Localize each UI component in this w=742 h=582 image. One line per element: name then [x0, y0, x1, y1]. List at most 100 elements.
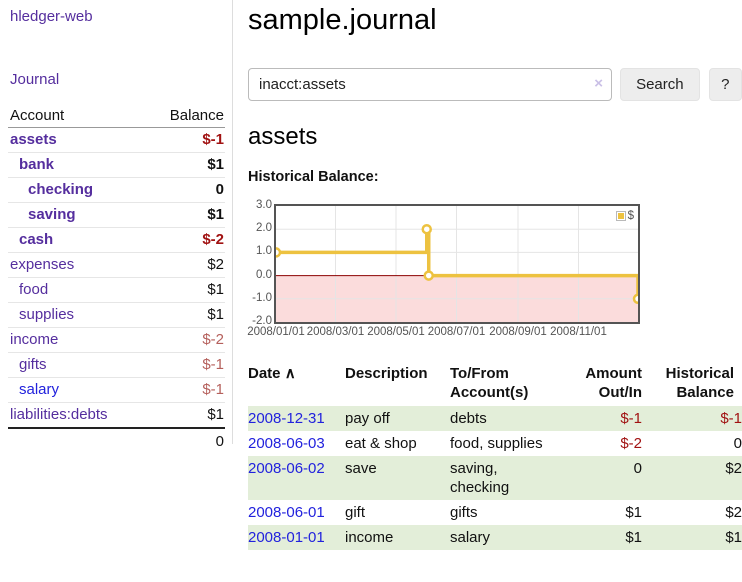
accounts-header-account: Account [8, 104, 146, 128]
account-row: checking 0 [8, 177, 225, 203]
historical-balance-chart: 3.0 2.0 1.0 0.0 -1.0 -2.0 $ 2008/01/01 2008/03… [247, 194, 742, 344]
register-row: 2008-12-31 pay off debts $-1 $-1 [248, 406, 742, 431]
txn-accounts: gifts [450, 504, 478, 521]
sidebar-account-link[interactable]: cash [19, 231, 54, 248]
account-balance: $1 [145, 202, 225, 228]
account-balance: $1 [145, 302, 225, 328]
col-balance: Historical Balance [665, 365, 734, 401]
brand-link[interactable]: hledger-web [10, 8, 93, 25]
txn-balance: 0 [733, 435, 742, 452]
register-header-row: Date ∧ Description To/From Account(s) Am… [248, 360, 742, 406]
account-row: assets $-1 [8, 128, 225, 153]
txn-accounts: debts [450, 410, 487, 427]
col-accounts: To/From Account(s) [450, 365, 529, 401]
accounts-total-row: 0 [8, 427, 225, 455]
account-balance: $-1 [145, 352, 225, 378]
account-row: liabilities:debts $1 [8, 402, 225, 428]
register-row: 2008-06-01 gift gifts $1 $2 [248, 500, 742, 525]
txn-accounts: saving, checking [450, 460, 510, 496]
chart-plot-area[interactable]: $ [274, 204, 640, 324]
y-axis-tick: -2.0 [252, 315, 272, 327]
txn-amount: $1 [625, 504, 642, 521]
search-form: × Search ? [248, 68, 742, 101]
txn-balance: $1 [725, 529, 742, 546]
sidebar-account-link[interactable]: liabilities:debts [10, 406, 108, 423]
txn-balance: $-1 [720, 410, 742, 427]
sidebar-item-journal[interactable]: Journal [10, 71, 60, 88]
legend-swatch-icon [615, 211, 626, 221]
sidebar-account-link[interactable]: expenses [10, 256, 75, 273]
account-row: salary $-1 [8, 377, 225, 403]
account-title: assets [248, 123, 318, 150]
account-row: income $-2 [8, 327, 225, 353]
account-balance: $2 [145, 252, 225, 278]
x-axis-tick: 2008/05/01 [367, 326, 425, 338]
txn-date-link[interactable]: 2008-01-01 [248, 529, 325, 546]
help-button[interactable]: ? [708, 68, 742, 101]
account-balance: $-1 [145, 377, 225, 403]
sidebar-account-link[interactable]: saving [28, 206, 76, 223]
sidebar: hledger-web Journal Account Balance asse… [0, 0, 233, 455]
txn-description: gift [345, 504, 366, 521]
accounts-body: assets $-1 bank $1 checking 0 saving $1 cash $-2 e… [8, 128, 225, 428]
account-balance: $-2 [145, 327, 225, 353]
chart-legend: $ [615, 210, 634, 222]
register-table: Date ∧ Description To/From Account(s) Am… [248, 360, 742, 550]
legend-label: $ [627, 210, 634, 222]
txn-balance: $2 [725, 504, 742, 521]
account-row: saving $1 [8, 202, 225, 228]
txn-amount: $-1 [620, 410, 642, 427]
txn-description: eat & shop [345, 435, 417, 452]
txn-date: 2008-12-31 [248, 406, 345, 431]
register-body: 2008-12-31 pay off debts $-1 $-1 2008-06-03 ea… [248, 406, 742, 550]
page-title: sample.journal [248, 4, 437, 36]
txn-date-link[interactable]: 2008-06-01 [248, 504, 325, 521]
account-balance: $-2 [145, 227, 225, 253]
clear-search-icon[interactable]: × [594, 75, 603, 92]
account-balance: $1 [145, 277, 225, 303]
x-axis-tick: 2008/03/01 [306, 326, 365, 338]
chart-canvas [276, 206, 638, 322]
sidebar-account-link[interactable]: checking [28, 181, 94, 198]
sidebar-account-link[interactable]: income [10, 331, 59, 348]
register-row: 2008-06-02 save saving, checking 0 $2 [248, 456, 742, 500]
txn-description: pay off [345, 410, 390, 427]
sidebar-account-link[interactable]: food [19, 281, 49, 298]
y-axis-tick: 3.0 [256, 199, 272, 211]
txn-date-link[interactable]: 2008-06-02 [248, 460, 325, 477]
accounts-header-row: Account Balance [8, 104, 225, 128]
accounts-total-balance: 0 [145, 427, 225, 455]
txn-date: 2008-06-02 [248, 456, 345, 500]
search-input[interactable] [248, 68, 612, 101]
sidebar-account-link[interactable]: gifts [19, 356, 47, 373]
y-axis-tick: 1.0 [256, 245, 272, 258]
txn-accounts: food, supplies [450, 435, 543, 452]
txn-description: save [345, 460, 377, 477]
sidebar-account-link[interactable]: assets [10, 131, 57, 148]
account-row: gifts $-1 [8, 352, 225, 378]
x-axis-tick: 2008/07/01 [427, 326, 486, 338]
sidebar-account-link[interactable]: salary [19, 381, 60, 398]
txn-amount: $-2 [620, 435, 642, 452]
account-row: bank $1 [8, 152, 225, 178]
txn-balance: $2 [725, 460, 742, 477]
account-row: expenses $2 [8, 252, 225, 278]
search-button[interactable]: Search [620, 68, 700, 101]
txn-date: 2008-06-01 [248, 500, 345, 525]
account-row: food $1 [8, 277, 225, 303]
account-balance: $-1 [202, 131, 224, 148]
txn-date-link[interactable]: 2008-12-31 [248, 410, 325, 427]
sidebar-account-link[interactable]: bank [19, 156, 55, 173]
txn-amount: $1 [625, 529, 642, 546]
x-axis-tick: 2008/01/01 [247, 326, 305, 338]
col-description: Description [345, 365, 428, 382]
account-balance: $1 [145, 152, 225, 178]
search-input-wrap: × [248, 68, 612, 101]
main-content: sample.journal × Search ? assets Histori… [247, 0, 742, 550]
account-balance: $1 [145, 402, 225, 428]
sidebar-account-link[interactable]: supplies [19, 306, 75, 323]
register-row: 2008-06-03 eat & shop food, supplies $-2 0 [248, 431, 742, 456]
x-axis-tick: 2008/09/01 [489, 326, 547, 338]
txn-date-link[interactable]: 2008-06-03 [248, 435, 325, 452]
txn-description: income [345, 529, 394, 546]
